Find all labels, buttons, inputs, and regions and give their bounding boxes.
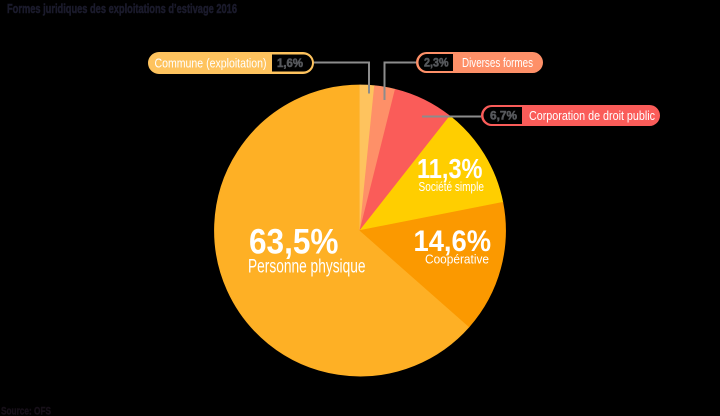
svg-text:Corporation de droit public: Corporation de droit public <box>529 109 655 123</box>
svg-text:Source: OFS: Source: OFS <box>1 406 51 416</box>
svg-text:Coopérative: Coopérative <box>425 252 489 267</box>
svg-text:Commune (exploitation): Commune (exploitation) <box>155 56 267 70</box>
svg-text:1,6%: 1,6% <box>277 58 303 70</box>
svg-text:6,7%: 6,7% <box>490 111 517 123</box>
svg-text:14,6%: 14,6% <box>414 225 492 258</box>
svg-text:11,3%: 11,3% <box>417 153 483 184</box>
svg-text:2,3%: 2,3% <box>424 58 449 70</box>
svg-text:Société simple: Société simple <box>419 180 485 194</box>
svg-text:63,5%: 63,5% <box>249 222 339 261</box>
svg-text:Personne physique: Personne physique <box>248 257 366 278</box>
svg-text:Diverses formes: Diverses formes <box>462 56 533 70</box>
svg-text:Formes juridiques des exploita: Formes juridiques des exploitations d’es… <box>7 1 237 16</box>
